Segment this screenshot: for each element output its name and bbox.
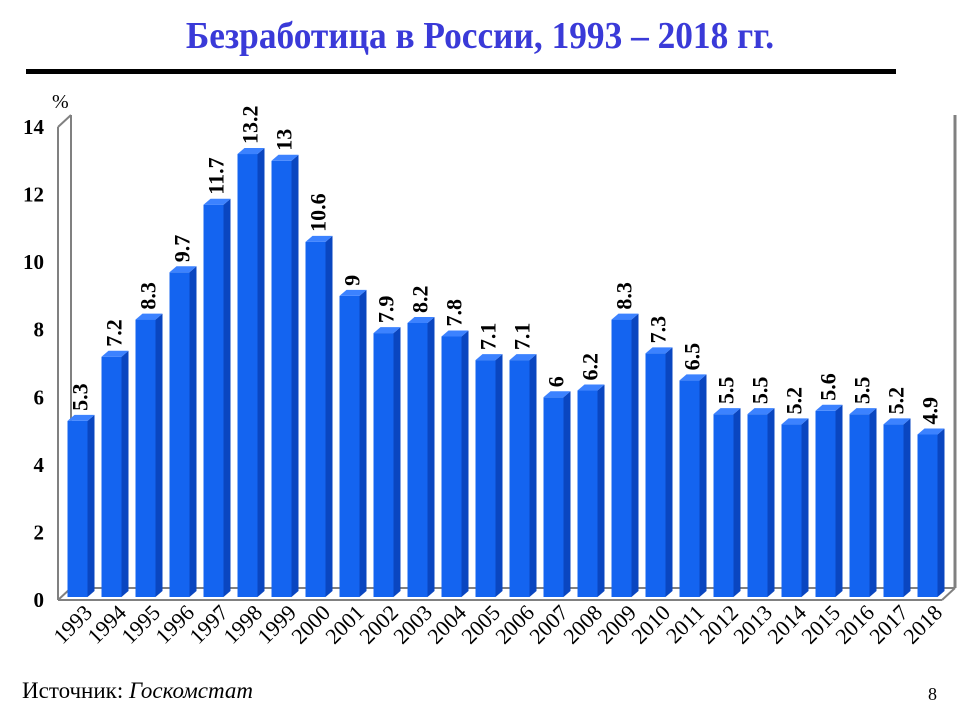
data-label: 7.1 xyxy=(510,323,535,351)
bar-2005: 7.1 xyxy=(475,323,503,597)
data-label: 10.6 xyxy=(306,193,331,232)
bar-2002: 7.9 xyxy=(373,296,401,597)
bar-1995: 8.3 xyxy=(135,282,163,597)
y-axis-unit: % xyxy=(52,91,69,113)
bar-1994: 7.2 xyxy=(101,319,129,597)
data-label: 9.7 xyxy=(170,235,195,263)
data-label: 6.2 xyxy=(578,353,603,381)
bar-2004: 7.8 xyxy=(441,299,469,597)
data-label: 6.5 xyxy=(680,343,705,371)
data-label: 5.3 xyxy=(68,383,93,411)
y-tick-label: 4 xyxy=(34,453,45,477)
bar-2006: 7.1 xyxy=(509,323,537,597)
source-label: Источник: xyxy=(22,678,124,703)
bar-2011: 6.5 xyxy=(679,343,707,597)
source-organization: Госкомстат xyxy=(128,678,253,703)
bar-2001: 9 xyxy=(339,275,367,597)
data-label: 7.8 xyxy=(442,299,467,327)
y-tick-label: 8 xyxy=(34,318,45,342)
bar-2008: 6.2 xyxy=(577,353,605,597)
data-label: 11.7 xyxy=(204,157,229,194)
data-label: 8.2 xyxy=(408,285,433,313)
title-divider xyxy=(26,69,896,74)
bar-1999: 13 xyxy=(271,129,299,598)
bar-1993: 5.3 xyxy=(67,383,95,597)
bar-1998: 13.2 xyxy=(237,106,265,597)
bar-2017: 5.2 xyxy=(883,387,911,597)
data-label: 5.5 xyxy=(850,377,875,405)
data-label: 5.2 xyxy=(884,387,909,415)
data-label: 13 xyxy=(272,129,297,151)
data-label: 6 xyxy=(544,376,569,387)
bar-2015: 5.6 xyxy=(815,373,843,597)
x-axis-ticks: 1993199419951996199719981999200020012002… xyxy=(48,600,947,649)
data-label: 8.3 xyxy=(136,282,161,310)
bar-2010: 7.3 xyxy=(645,316,673,597)
y-tick-label: 14 xyxy=(23,115,45,139)
bar-2018: 4.9 xyxy=(917,397,945,597)
data-label: 7.1 xyxy=(476,323,501,351)
data-label: 8.3 xyxy=(612,282,637,310)
x-tick-label: 2018 xyxy=(898,600,947,649)
bar-2016: 5.5 xyxy=(849,377,877,597)
data-label: 4.9 xyxy=(918,397,943,425)
bar-2000: 10.6 xyxy=(305,193,333,597)
data-label: 13.2 xyxy=(238,106,263,145)
bar-1997: 11.7 xyxy=(203,157,231,597)
y-tick-label: 6 xyxy=(34,385,45,409)
bar-2012: 5.5 xyxy=(713,377,741,597)
data-label: 5.6 xyxy=(816,373,841,401)
source-note: Источник: Госкомстат xyxy=(22,678,253,704)
y-axis-ticks: 0 2 4 6 8 10 12 14 xyxy=(23,115,45,612)
data-label: 7.3 xyxy=(646,316,671,344)
data-label: 9 xyxy=(340,275,365,286)
y-tick-label: 10 xyxy=(23,250,44,274)
y-tick-label: 0 xyxy=(34,588,45,612)
bar-2003: 8.2 xyxy=(407,285,435,597)
bar-2013: 5.5 xyxy=(747,377,775,597)
y-tick-label: 12 xyxy=(23,183,44,207)
bar-2014: 5.2 xyxy=(781,387,809,597)
data-label: 5.2 xyxy=(782,387,807,415)
data-label: 7.2 xyxy=(102,319,127,347)
bar-series: 5.3 7.2 8.3 9.7 11.7 13.2 13 10.6 9 7.9 8.2 7.8 7.1 7… xyxy=(67,106,945,598)
data-label: 5.5 xyxy=(748,377,773,405)
page-title: Безработица в России, 1993 – 2018 гг. xyxy=(185,15,775,57)
bar-1996: 9.7 xyxy=(169,235,197,597)
data-label: 5.5 xyxy=(714,377,739,405)
bar-2007: 6 xyxy=(543,376,571,597)
bar-2009: 8.3 xyxy=(611,282,639,597)
page-number: 8 xyxy=(928,684,937,704)
data-label: 7.9 xyxy=(374,296,399,324)
y-tick-label: 2 xyxy=(34,520,45,544)
